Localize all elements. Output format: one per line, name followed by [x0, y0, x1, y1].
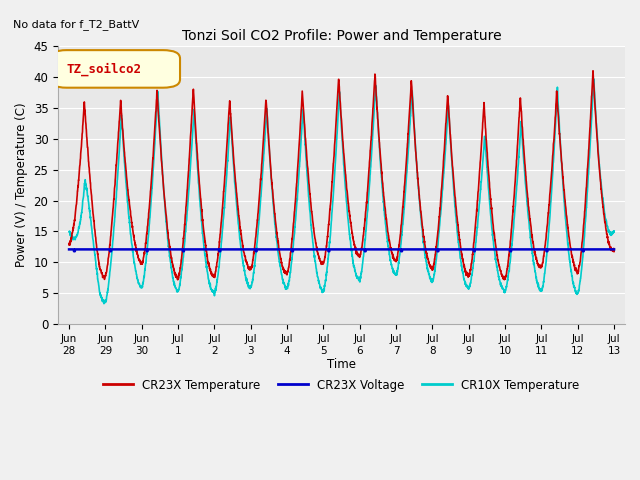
Legend: CR23X Temperature, CR23X Voltage, CR10X Temperature: CR23X Temperature, CR23X Voltage, CR10X … — [99, 374, 584, 396]
Title: Tonzi Soil CO2 Profile: Power and Temperature: Tonzi Soil CO2 Profile: Power and Temper… — [182, 29, 501, 43]
Text: No data for f_T2_BattV: No data for f_T2_BattV — [13, 19, 139, 30]
X-axis label: Time: Time — [327, 358, 356, 372]
Text: TZ_soilco2: TZ_soilco2 — [67, 62, 141, 76]
FancyBboxPatch shape — [50, 50, 180, 88]
Y-axis label: Power (V) / Temperature (C): Power (V) / Temperature (C) — [15, 103, 28, 267]
